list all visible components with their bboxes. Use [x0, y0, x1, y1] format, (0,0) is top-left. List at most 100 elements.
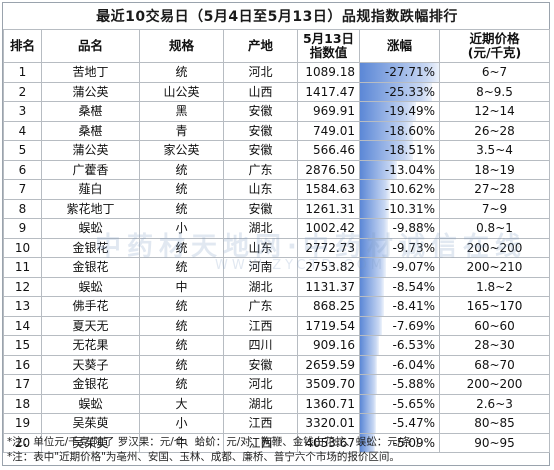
name-cell: 夏天无 — [41, 315, 140, 336]
index-cell: 3320.01 — [297, 413, 360, 434]
change-cell: -25.33% — [359, 81, 440, 102]
change-value: -9.07% — [392, 260, 435, 275]
index-cell: 868.25 — [297, 296, 360, 317]
change-cell: -10.31% — [359, 198, 440, 219]
name-cell: 紫花地丁 — [41, 198, 140, 219]
change-cell: -19.49% — [359, 101, 440, 122]
table-row: 3 桑椹黑安徽 969.91 -19.49% 12~14 — [3, 101, 550, 122]
change-cell: -6.04% — [359, 354, 440, 375]
change-value: -5.09% — [392, 435, 435, 450]
table-row: 20 吴茱萸中江西 4053.67 -5.09% 90~95 — [3, 432, 550, 453]
price-cell: 0.8~1 — [439, 218, 550, 239]
origin-cell: 湖北 — [223, 393, 298, 414]
table-row: 15 无花果统四川 909.16 -6.53% 28~30 — [3, 335, 550, 356]
index-cell: 1584.63 — [297, 179, 360, 200]
price-cell: 200~200 — [439, 374, 550, 395]
spec-cell: 统 — [139, 374, 224, 395]
change-value: -5.88% — [392, 377, 435, 392]
header-rank: 排名 — [3, 29, 42, 63]
origin-cell: 安徽 — [223, 140, 298, 161]
origin-cell: 广东 — [223, 159, 298, 180]
rank-cell: 7 — [3, 179, 42, 200]
index-cell: 1261.31 — [297, 198, 360, 219]
change-cell: -6.53% — [359, 335, 440, 356]
origin-cell: 山西 — [223, 81, 298, 102]
rank-cell: 18 — [3, 393, 42, 414]
change-bar — [360, 297, 384, 316]
rank-cell: 14 — [3, 315, 42, 336]
index-cell: 1089.18 — [297, 62, 360, 83]
name-cell: 吴茱萸 — [41, 413, 140, 434]
change-bar — [360, 219, 389, 238]
change-bar — [360, 433, 375, 452]
change-cell: -5.88% — [359, 374, 440, 395]
table-row: 2 蒲公英 山公英 山西 1417.47 -25.33% 8~9.5 — [3, 81, 550, 102]
price-cell: 80~85 — [439, 413, 550, 434]
change-bar — [360, 375, 377, 394]
change-value: -5.47% — [392, 416, 435, 431]
index-cell: 1719.54 — [297, 315, 360, 336]
change-bar — [360, 160, 398, 179]
header-spec: 规格 — [139, 29, 224, 63]
change-value: -19.49% — [384, 104, 435, 119]
origin-cell: 江西 — [223, 432, 298, 453]
rank-cell: 8 — [3, 198, 42, 219]
name-cell: 金银花 — [41, 237, 140, 258]
table-row: 11 金银花统河南 2753.82 -9.07% 200~210 — [3, 257, 550, 278]
change-bar — [360, 355, 378, 374]
spec-cell: 青 — [139, 120, 224, 141]
origin-cell: 湖北 — [223, 276, 298, 297]
change-value: -18.51% — [384, 143, 435, 158]
change-value: -8.41% — [392, 299, 435, 314]
price-cell: 7~9 — [439, 198, 550, 219]
price-cell: 6~7 — [439, 62, 550, 83]
price-cell: 8~9.5 — [439, 81, 550, 102]
origin-cell: 湖北 — [223, 218, 298, 239]
spec-cell: 统 — [139, 315, 224, 336]
index-cell: 909.16 — [297, 335, 360, 356]
header-change: 涨幅 — [359, 29, 440, 63]
name-cell: 蒲公英 — [41, 140, 140, 161]
name-cell: 蜈蚣 — [41, 276, 140, 297]
change-bar — [360, 199, 390, 218]
table-row: 16 天葵子统安徽 2659.59 -6.04% 68~70 — [3, 354, 550, 375]
rank-cell: 15 — [3, 335, 42, 356]
change-bar — [360, 277, 385, 296]
name-cell: 广藿香 — [41, 159, 140, 180]
spec-cell: 统 — [139, 257, 224, 278]
origin-cell: 江西 — [223, 413, 298, 434]
page-title: 最近10交易日（5月4日至5月13日）品规指数跌幅排行 — [96, 9, 458, 25]
rank-cell: 12 — [3, 276, 42, 297]
spec-cell: 统 — [139, 62, 224, 83]
index-cell: 969.91 — [297, 101, 360, 122]
change-value: -7.69% — [392, 318, 435, 333]
table-row: 18 蜈蚣大湖北 1360.71 -5.65% 2.6~3 — [3, 393, 550, 414]
rank-cell: 9 — [3, 218, 42, 239]
change-value: -8.54% — [392, 279, 435, 294]
rank-cell: 1 — [3, 62, 42, 83]
index-cell: 1131.37 — [297, 276, 360, 297]
rank-cell: 13 — [3, 296, 42, 317]
origin-cell: 安徽 — [223, 101, 298, 122]
origin-cell: 四川 — [223, 335, 298, 356]
spec-cell: 统 — [139, 179, 224, 200]
price-cell: 200~210 — [439, 257, 550, 278]
change-cell: -8.54% — [359, 276, 440, 297]
table-row: 4 桑椹青安徽 749.01 -18.60% 26~28 — [3, 120, 550, 141]
price-cell: 18~19 — [439, 159, 550, 180]
change-bar — [360, 102, 416, 121]
table-row: 10 金银花统山东 2772.73 -9.73% 200~200 — [3, 237, 550, 258]
spec-cell: 中 — [139, 276, 224, 297]
change-bar — [360, 394, 377, 413]
table-frame: 最近10交易日（5月4日至5月13日）品规指数跌幅排行 排名 品名 规格 产地 5月13… — [2, 2, 550, 466]
spec-cell: 统 — [139, 198, 224, 219]
change-bar — [360, 82, 433, 101]
origin-cell: 山东 — [223, 179, 298, 200]
table-row: 1 苦地丁统河北 1089.18 -27.71% 6~7 — [3, 62, 550, 83]
name-cell: 金银花 — [41, 374, 140, 395]
name-cell: 蒲公英 — [41, 81, 140, 102]
spec-cell: 小 — [139, 413, 224, 434]
rank-cell: 3 — [3, 101, 42, 122]
price-cell: 26~28 — [439, 120, 550, 141]
rank-cell: 5 — [3, 140, 42, 161]
